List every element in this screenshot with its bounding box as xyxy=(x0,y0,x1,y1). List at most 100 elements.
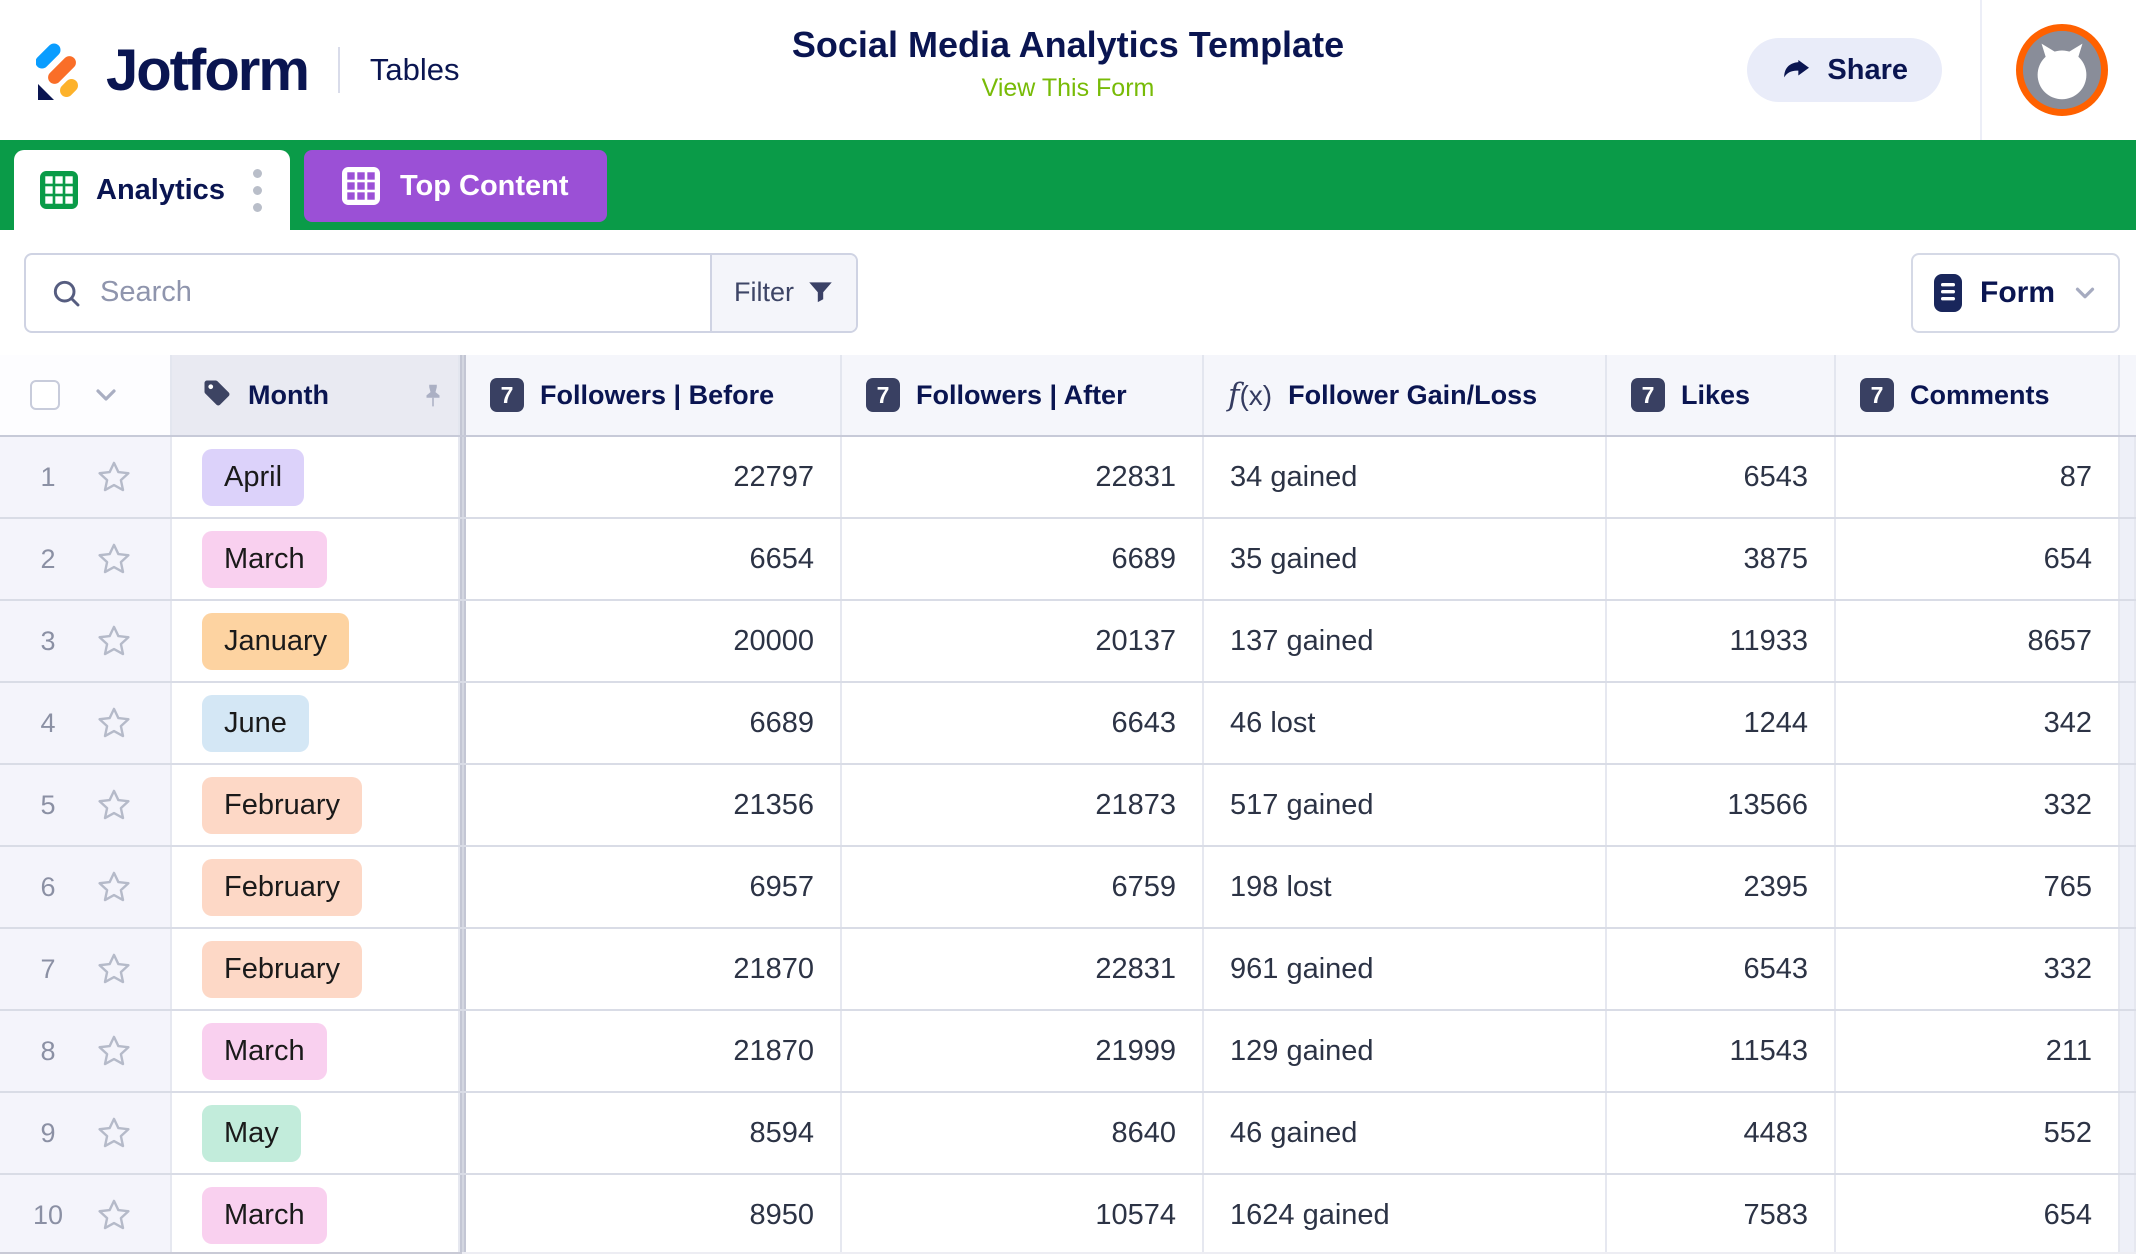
month-cell[interactable]: March xyxy=(172,519,460,599)
star-icon[interactable] xyxy=(96,787,132,823)
pinned-column-divider[interactable] xyxy=(460,519,466,599)
followers-after-cell[interactable]: 22831 xyxy=(842,929,1204,1009)
month-cell[interactable]: January xyxy=(172,601,460,681)
comments-cell[interactable]: 211 xyxy=(1836,1011,2120,1091)
comments-cell[interactable]: 654 xyxy=(1836,519,2120,599)
likes-cell[interactable]: 11933 xyxy=(1607,601,1836,681)
pinned-column-divider[interactable] xyxy=(460,765,466,845)
pinned-column-divider[interactable] xyxy=(460,601,466,681)
month-cell[interactable]: February xyxy=(172,847,460,927)
column-header[interactable]: 7 Comments xyxy=(1836,355,2120,435)
pinned-column-divider[interactable] xyxy=(460,683,466,763)
followers-before-cell[interactable]: 6654 xyxy=(466,519,842,599)
followers-after-cell[interactable]: 21873 xyxy=(842,765,1204,845)
follower-gain-loss-cell[interactable]: 46 gained xyxy=(1204,1093,1607,1173)
pinned-column-divider[interactable] xyxy=(460,1175,466,1254)
pinned-column-divider[interactable] xyxy=(460,1093,466,1173)
star-icon[interactable] xyxy=(96,705,132,741)
month-cell[interactable]: May xyxy=(172,1093,460,1173)
followers-after-cell[interactable]: 6759 xyxy=(842,847,1204,927)
pinned-column-divider[interactable] xyxy=(460,355,466,435)
likes-cell[interactable]: 6543 xyxy=(1607,929,1836,1009)
likes-cell[interactable]: 4483 xyxy=(1607,1093,1836,1173)
followers-before-cell[interactable]: 21356 xyxy=(466,765,842,845)
pinned-column-divider[interactable] xyxy=(460,847,466,927)
followers-after-cell[interactable]: 22831 xyxy=(842,437,1204,517)
followers-after-cell[interactable]: 20137 xyxy=(842,601,1204,681)
comments-cell[interactable]: 654 xyxy=(1836,1175,2120,1254)
likes-cell[interactable]: 11543 xyxy=(1607,1011,1836,1091)
comments-cell[interactable]: 332 xyxy=(1836,929,2120,1009)
column-header[interactable]: Month xyxy=(172,355,460,435)
column-header[interactable]: 7 Followers | After xyxy=(842,355,1204,435)
month-cell[interactable]: February xyxy=(172,765,460,845)
search-input[interactable] xyxy=(100,276,710,309)
share-button[interactable]: Share xyxy=(1747,38,1942,102)
followers-before-cell[interactable]: 20000 xyxy=(466,601,842,681)
follower-gain-loss-cell[interactable]: 198 lost xyxy=(1204,847,1607,927)
tab-analytics[interactable]: Analytics xyxy=(14,150,290,230)
view-form-link[interactable]: View This Form xyxy=(981,74,1155,102)
followers-before-cell[interactable]: 6957 xyxy=(466,847,842,927)
likes-cell[interactable]: 2395 xyxy=(1607,847,1836,927)
followers-after-cell[interactable]: 6689 xyxy=(842,519,1204,599)
likes-cell[interactable]: 6543 xyxy=(1607,437,1836,517)
likes-cell[interactable]: 7583 xyxy=(1607,1175,1836,1254)
follower-gain-loss-cell[interactable]: 129 gained xyxy=(1204,1011,1607,1091)
comments-cell[interactable]: 765 xyxy=(1836,847,2120,927)
follower-gain-loss-cell[interactable]: 137 gained xyxy=(1204,601,1607,681)
star-icon[interactable] xyxy=(96,869,132,905)
column-header[interactable]: 7 Likes xyxy=(1607,355,1836,435)
follower-gain-loss-cell[interactable]: 961 gained xyxy=(1204,929,1607,1009)
pinned-column-divider[interactable] xyxy=(460,437,466,517)
scrollbar-thumb[interactable] xyxy=(0,1252,462,1254)
followers-after-cell[interactable]: 21999 xyxy=(842,1011,1204,1091)
column-header[interactable]: f(x) Follower Gain/Loss xyxy=(1204,355,1607,435)
pin-icon[interactable] xyxy=(420,382,446,408)
star-icon[interactable] xyxy=(96,1197,132,1233)
column-header[interactable]: 7 Followers | Before xyxy=(466,355,842,435)
followers-before-cell[interactable]: 22797 xyxy=(466,437,842,517)
star-icon[interactable] xyxy=(96,459,132,495)
star-icon[interactable] xyxy=(96,541,132,577)
tab-menu-kebab-icon[interactable] xyxy=(243,163,272,218)
followers-after-cell[interactable]: 10574 xyxy=(842,1175,1204,1254)
month-cell[interactable]: June xyxy=(172,683,460,763)
pinned-column-divider[interactable] xyxy=(460,929,466,1009)
comments-cell[interactable]: 552 xyxy=(1836,1093,2120,1173)
follower-gain-loss-cell[interactable]: 46 lost xyxy=(1204,683,1607,763)
pinned-column-divider[interactable] xyxy=(460,1011,466,1091)
likes-cell[interactable]: 13566 xyxy=(1607,765,1836,845)
star-icon[interactable] xyxy=(96,1033,132,1069)
comments-cell[interactable]: 87 xyxy=(1836,437,2120,517)
horizontal-scrollbar[interactable] xyxy=(0,1252,2136,1254)
followers-before-cell[interactable]: 8950 xyxy=(466,1175,842,1254)
tab-top-content[interactable]: Top Content xyxy=(303,150,607,222)
star-icon[interactable] xyxy=(96,1115,132,1151)
likes-cell[interactable]: 1244 xyxy=(1607,683,1836,763)
month-cell[interactable]: March xyxy=(172,1011,460,1091)
form-view-button[interactable]: Form xyxy=(1911,252,2120,333)
chevron-down-icon[interactable] xyxy=(90,379,122,411)
followers-before-cell[interactable]: 21870 xyxy=(466,1011,842,1091)
follower-gain-loss-cell[interactable]: 35 gained xyxy=(1204,519,1607,599)
follower-gain-loss-cell[interactable]: 1624 gained xyxy=(1204,1175,1607,1254)
filter-button[interactable]: Filter xyxy=(710,254,856,331)
star-icon[interactable] xyxy=(96,623,132,659)
followers-after-cell[interactable]: 6643 xyxy=(842,683,1204,763)
month-cell[interactable]: April xyxy=(172,437,460,517)
likes-cell[interactable]: 3875 xyxy=(1607,519,1836,599)
avatar[interactable] xyxy=(2016,24,2108,116)
followers-before-cell[interactable]: 6689 xyxy=(466,683,842,763)
month-cell[interactable]: February xyxy=(172,929,460,1009)
comments-cell[interactable]: 332 xyxy=(1836,765,2120,845)
comments-cell[interactable]: 342 xyxy=(1836,683,2120,763)
followers-before-cell[interactable]: 8594 xyxy=(466,1093,842,1173)
select-all-checkbox[interactable] xyxy=(30,380,60,410)
month-cell[interactable]: March xyxy=(172,1175,460,1254)
follower-gain-loss-cell[interactable]: 34 gained xyxy=(1204,437,1607,517)
followers-after-cell[interactable]: 8640 xyxy=(842,1093,1204,1173)
star-icon[interactable] xyxy=(96,951,132,987)
comments-cell[interactable]: 8657 xyxy=(1836,601,2120,681)
follower-gain-loss-cell[interactable]: 517 gained xyxy=(1204,765,1607,845)
